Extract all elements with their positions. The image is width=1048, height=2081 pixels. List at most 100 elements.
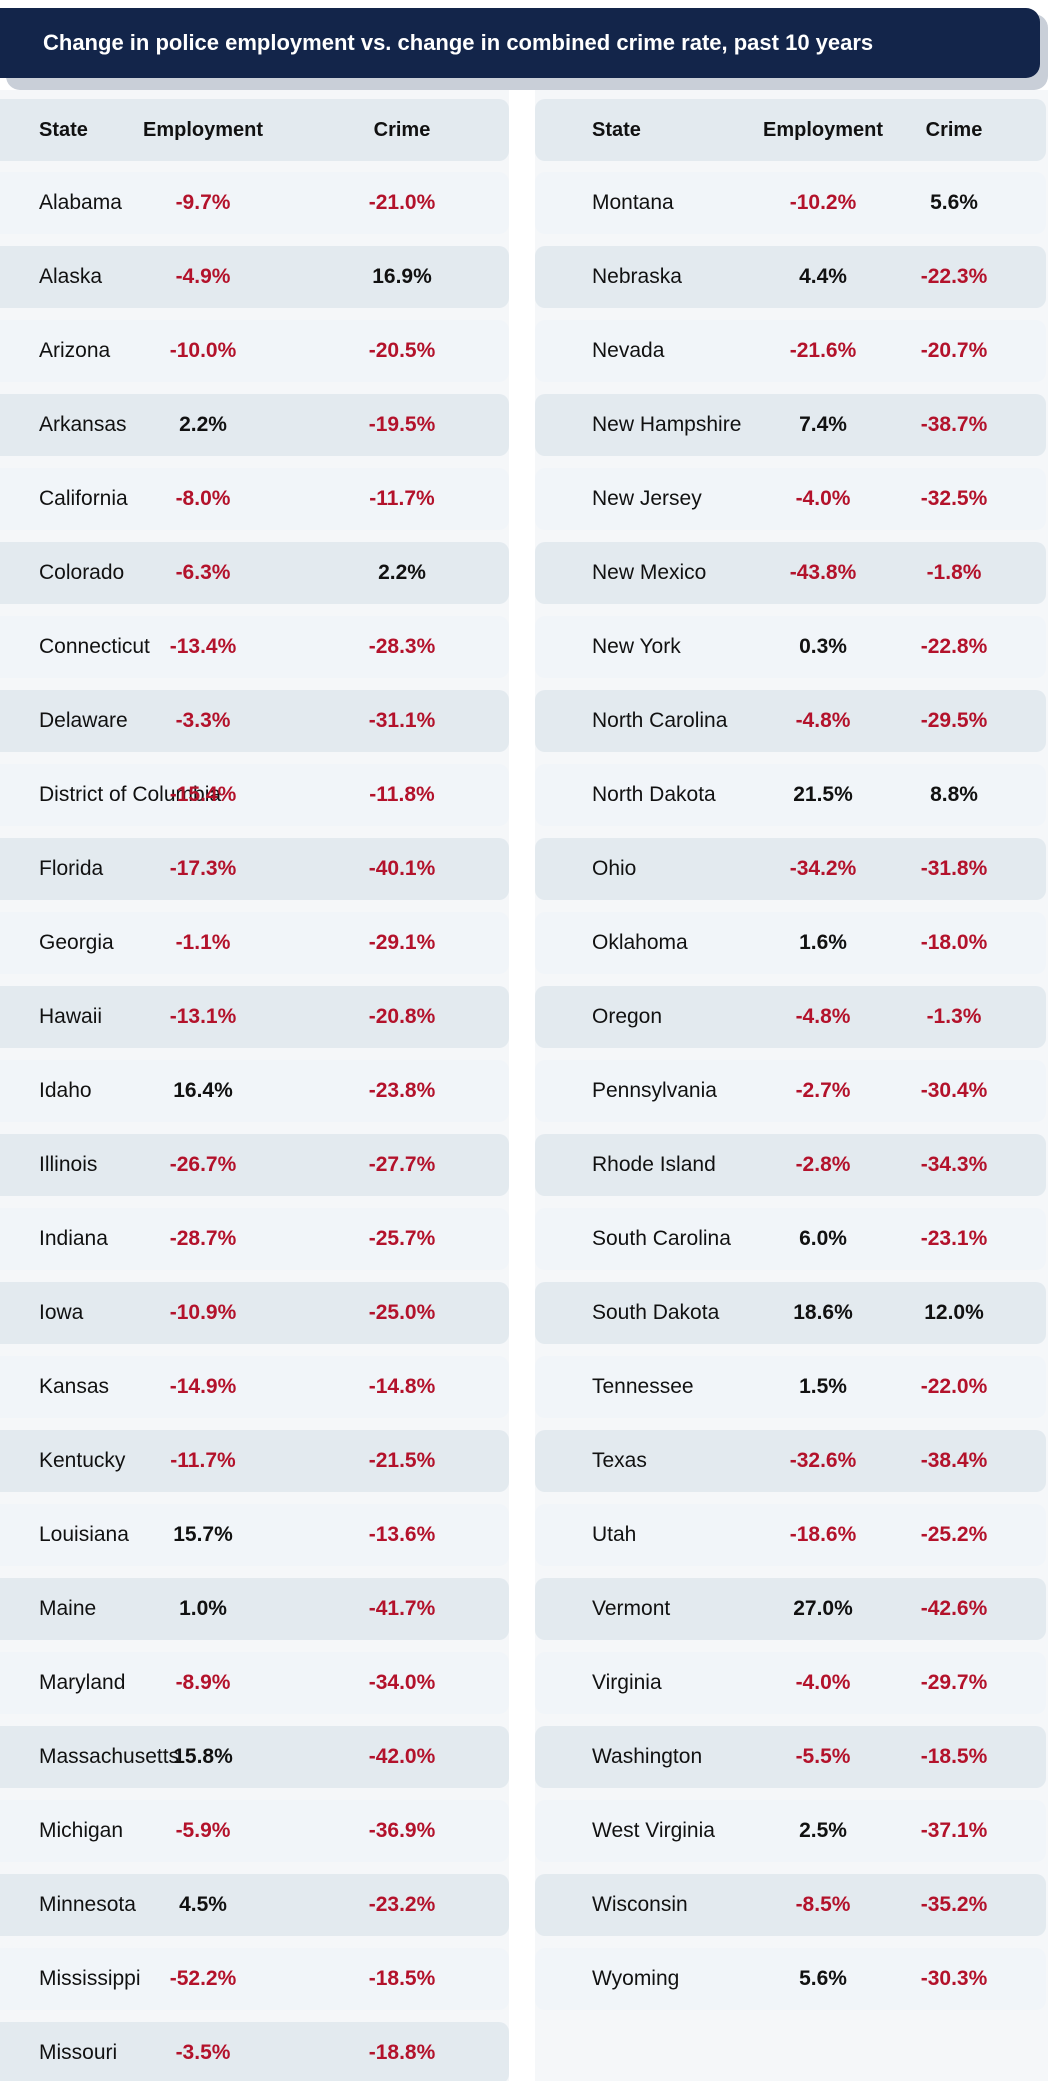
crime-value: -23.2% xyxy=(368,1893,436,1916)
state-name: Iowa xyxy=(39,1301,84,1324)
employment-value: -4.9% xyxy=(175,265,231,288)
state-name: Tennessee xyxy=(592,1375,694,1398)
table-row: Iowa -10.9% -25.0% xyxy=(0,1282,509,1344)
crime-value: -14.8% xyxy=(368,1375,436,1398)
table-row: Minnesota 4.5% -23.2% xyxy=(0,1874,509,1936)
table-row: Illinois -26.7% -27.7% xyxy=(0,1134,509,1196)
employment-value: 5.6% xyxy=(799,1967,847,1990)
state-name: Rhode Island xyxy=(592,1153,716,1176)
state-name: Michigan xyxy=(39,1819,124,1842)
table-row: Rhode Island -2.8% -34.3% xyxy=(535,1134,1046,1196)
crime-value: -20.5% xyxy=(368,339,436,362)
state-name: Idaho xyxy=(39,1079,92,1102)
crime-value: -22.8% xyxy=(920,635,988,658)
crime-value: -34.0% xyxy=(368,1671,436,1694)
employment-value: -10.2% xyxy=(789,191,857,214)
crime-value: -22.0% xyxy=(920,1375,988,1398)
employment-value: -13.1% xyxy=(169,1005,237,1028)
employment-value: -13.4% xyxy=(169,635,237,658)
employment-value: -17.3% xyxy=(169,857,237,880)
state-name: Alaska xyxy=(39,265,103,288)
table-row: Hawaii -13.1% -20.8% xyxy=(0,986,509,1048)
table-row: Louisiana 15.7% -13.6% xyxy=(0,1504,509,1566)
employment-value: -14.9% xyxy=(169,1375,237,1398)
table-row: Massachusetts 15.8% -42.0% xyxy=(0,1726,509,1788)
state-name: Maryland xyxy=(39,1671,126,1694)
state-name: Missouri xyxy=(39,2041,118,2064)
crime-value: -30.3% xyxy=(920,1967,988,1990)
state-name: New Hampshire xyxy=(592,413,742,436)
employment-value: 18.6% xyxy=(793,1301,853,1324)
table-row: Maryland -8.9% -34.0% xyxy=(0,1652,509,1714)
table-row: Indiana -28.7% -25.7% xyxy=(0,1208,509,1270)
employment-value: -9.7% xyxy=(175,191,231,214)
employment-value: -4.0% xyxy=(795,487,851,510)
state-name: Kansas xyxy=(39,1375,110,1398)
state-name: Utah xyxy=(592,1523,637,1546)
employment-value: -32.6% xyxy=(789,1449,857,1472)
state-name: Vermont xyxy=(592,1597,671,1620)
state-name: Wisconsin xyxy=(592,1893,688,1916)
table-row: Georgia -1.1% -29.1% xyxy=(0,912,509,974)
table-row: Arizona -10.0% -20.5% xyxy=(0,320,509,382)
state-name: Texas xyxy=(592,1449,647,1472)
header-state: State xyxy=(39,118,88,141)
employment-value: -10.0% xyxy=(169,339,237,362)
table-row: Nevada -21.6% -20.7% xyxy=(535,320,1046,382)
employment-value: -4.8% xyxy=(795,709,851,732)
crime-value: -27.7% xyxy=(368,1153,436,1176)
employment-value: 15.7% xyxy=(173,1523,233,1546)
table-row: Ohio -34.2% -31.8% xyxy=(535,838,1046,900)
employment-value: -4.8% xyxy=(795,1005,851,1028)
employment-value: 15.8% xyxy=(173,1745,233,1768)
table-row: Oregon -4.8% -1.3% xyxy=(535,986,1046,1048)
crime-value: -30.4% xyxy=(920,1079,988,1102)
crime-value: -23.8% xyxy=(368,1079,436,1102)
employment-value: 7.4% xyxy=(799,413,847,436)
employment-value: 16.4% xyxy=(173,1079,233,1102)
table-row: West Virginia 2.5% -37.1% xyxy=(535,1800,1046,1862)
employment-value: 1.0% xyxy=(179,1597,227,1620)
table-row: Michigan -5.9% -36.9% xyxy=(0,1800,509,1862)
table-row: New Hampshire 7.4% -38.7% xyxy=(535,394,1046,456)
header-employment: Employment xyxy=(762,118,884,141)
crime-value: -18.0% xyxy=(920,931,988,954)
crime-value: -21.5% xyxy=(368,1449,436,1472)
state-name: Arizona xyxy=(39,339,111,362)
crime-value: -18.8% xyxy=(368,2041,436,2064)
employment-value: 1.6% xyxy=(799,931,847,954)
crime-value: -31.1% xyxy=(368,709,436,732)
employment-value: 2.5% xyxy=(799,1819,847,1842)
header-crime: Crime xyxy=(925,118,983,141)
state-name: Florida xyxy=(39,857,104,880)
employment-value: 2.2% xyxy=(179,413,227,436)
table-row: Tennessee 1.5% -22.0% xyxy=(535,1356,1046,1418)
table-row: North Dakota 21.5% 8.8% xyxy=(535,764,1046,826)
employment-value: -34.2% xyxy=(789,857,857,880)
employment-value: -11.7% xyxy=(170,1449,236,1472)
state-name: North Carolina xyxy=(592,709,728,732)
state-name: Minnesota xyxy=(39,1893,136,1916)
table-row: Connecticut -13.4% -28.3% xyxy=(0,616,509,678)
employment-value: -1.1% xyxy=(175,931,231,954)
crime-value: -1.8% xyxy=(926,561,982,584)
employment-value: -52.2% xyxy=(169,1967,237,1990)
employment-value: -8.5% xyxy=(795,1893,851,1916)
crime-value: -25.2% xyxy=(920,1523,988,1546)
state-name: Mississippi xyxy=(39,1967,141,1990)
employment-value: -4.0% xyxy=(795,1671,851,1694)
crime-value: -29.5% xyxy=(920,709,988,732)
crime-value: -13.6% xyxy=(368,1523,436,1546)
crime-value: -38.4% xyxy=(920,1449,988,1472)
header-employment: Employment xyxy=(142,118,264,141)
page-title: Change in police employment vs. change i… xyxy=(43,30,874,55)
table-row: Delaware -3.3% -31.1% xyxy=(0,690,509,752)
crime-value: -25.0% xyxy=(368,1301,436,1324)
state-name: Kentucky xyxy=(39,1449,126,1472)
state-name: New York xyxy=(592,635,681,658)
table-row: New Jersey -4.0% -32.5% xyxy=(535,468,1046,530)
crime-value: 8.8% xyxy=(930,783,978,806)
state-name: Colorado xyxy=(39,561,125,584)
employment-value: -6.3% xyxy=(175,561,231,584)
table-row: Colorado -6.3% 2.2% xyxy=(0,542,509,604)
